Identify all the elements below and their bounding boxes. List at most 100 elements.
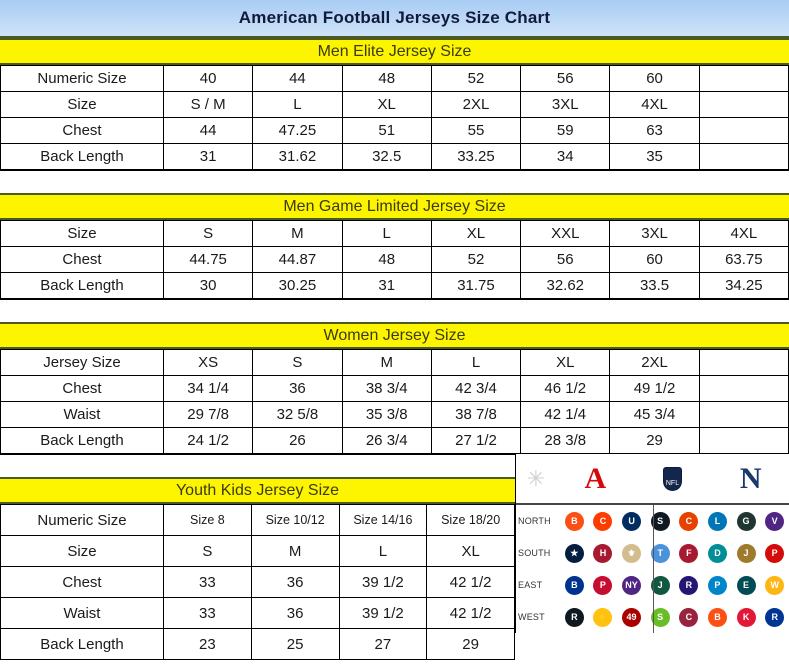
team-logo-icon[interactable]: H [589, 543, 618, 563]
nfl-shield-cell: NFL [634, 466, 712, 491]
table-row: Back Length 23 25 27 29 [0, 628, 515, 660]
section-spacer [0, 454, 515, 477]
table-cell: 42 3/4 [430, 375, 522, 402]
table-cell: 36 [250, 566, 340, 598]
team-logo-icon[interactable]: ⚡ [589, 607, 618, 627]
team-logo-icon[interactable]: NY [617, 575, 646, 595]
team-logo-icon[interactable]: B [560, 511, 589, 531]
row-label: Size [0, 220, 164, 247]
table-cell: XL [430, 220, 522, 247]
team-logo-icon[interactable]: C [675, 607, 704, 627]
team-logo-icon[interactable]: C [675, 511, 704, 531]
table-cell: 45 3/4 [609, 401, 700, 428]
team-logo-icon[interactable]: D [703, 543, 732, 563]
division-label: SOUTH [518, 548, 551, 558]
table-cell: 31.75 [430, 272, 522, 299]
table-row: Back Length 24 1/2 26 26 3/4 27 1/2 28 3/8 29 [0, 427, 789, 454]
team-logo-icon[interactable]: P [703, 575, 732, 595]
team-logo-icon[interactable]: B [703, 607, 732, 627]
team-logo-icon[interactable]: B [560, 575, 589, 595]
afc-logo-cell: A [556, 462, 634, 496]
team-logo-icon[interactable]: F [675, 543, 704, 563]
table-cell: 35 [609, 143, 700, 170]
team-logo-icon[interactable]: J [732, 543, 761, 563]
table-cell-empty [698, 427, 789, 454]
table-cell: 4XL [698, 220, 789, 247]
team-logo-icon[interactable]: 49 [617, 607, 646, 627]
team-logo-icon[interactable]: ⚜ [617, 543, 646, 563]
section-band-label: Men Game Limited Jersey Size [283, 197, 506, 215]
team-logo-icon[interactable]: J [646, 575, 675, 595]
chart-title-bar: American Football Jerseys Size Chart [0, 0, 789, 38]
team-logo-icon[interactable]: R [760, 607, 789, 627]
table-cell: 44 [252, 65, 343, 92]
team-logo-icon[interactable]: T [646, 543, 675, 563]
team-logo-icon[interactable]: L [703, 511, 732, 531]
team-logo-icon[interactable]: U [617, 511, 646, 531]
team-abbr: J [650, 575, 670, 595]
size-sections: Men Elite Jersey Size Numeric Size 40 44 48 5… [0, 38, 789, 454]
table-cell: 29 7/8 [162, 401, 254, 428]
table-cell: 49 1/2 [609, 375, 700, 402]
division-label: NORTH [518, 516, 551, 526]
table-cell: XL [520, 349, 611, 376]
page-title: American Football Jerseys Size Chart [238, 8, 551, 27]
table-cell: 42 1/2 [426, 597, 515, 629]
table-cell: 32.62 [520, 272, 611, 299]
table-cell: 30.25 [252, 272, 343, 299]
team-logo-icon[interactable]: R [675, 575, 704, 595]
table-cell: 38 3/4 [341, 375, 432, 402]
team-logo-icon[interactable]: ★ [560, 543, 589, 563]
table-cell: 51 [341, 117, 432, 144]
team-abbr: L [707, 511, 727, 531]
nfc-logo: N [739, 461, 762, 495]
table-cell: M [250, 535, 340, 567]
team-logo-icon[interactable]: R [560, 607, 589, 627]
table-cell: 31 [341, 272, 432, 299]
team-logo-icon[interactable]: P [589, 575, 618, 595]
team-logo-icon[interactable]: W [760, 575, 789, 595]
team-logo-icon[interactable]: E [732, 575, 761, 595]
section-band: Men Elite Jersey Size [0, 38, 789, 65]
section-band: Men Game Limited Jersey Size [0, 193, 789, 220]
team-logo-icon[interactable]: S [646, 607, 675, 627]
section-spacer [0, 299, 789, 322]
team-logo-icon[interactable]: P [760, 543, 789, 563]
team-abbr: P [707, 575, 727, 595]
section-band-label: Women Jersey Size [323, 326, 466, 344]
division-row: SOUTH ★ H ⚜ T F D J P [516, 537, 789, 569]
section-spacer [0, 170, 789, 193]
row-label: Chest [0, 117, 164, 144]
conference-header-row: ✳ A NFL N [516, 454, 789, 505]
table-cell: 48 [341, 246, 432, 273]
team-abbr: P [765, 543, 785, 563]
table-cell: XL [426, 535, 515, 567]
team-abbr: F [679, 543, 699, 563]
row-label: Waist [0, 401, 164, 428]
table-row: Waist 29 7/8 32 5/8 35 3/8 38 7/8 42 1/4 45 3/… [0, 401, 789, 428]
division-label: WEST [518, 612, 545, 622]
team-logo-icon[interactable]: K [732, 607, 761, 627]
row-label: Chest [0, 246, 164, 273]
size-table: Jersey Size XS S M L XL 2XL Chest 34 1/4 36 38 3/4… [0, 349, 789, 454]
table-cell: 48 [341, 65, 432, 92]
table-cell: 2XL [430, 91, 522, 118]
team-logo-icon[interactable]: G [732, 511, 761, 531]
team-logo-icon[interactable]: V [760, 511, 789, 531]
table-row: Size S M L XL [0, 535, 515, 567]
team-abbr: D [707, 543, 727, 563]
team-logo-icon[interactable]: C [589, 511, 618, 531]
team-abbr: ⚡ [593, 607, 613, 627]
team-abbr: K [736, 607, 756, 627]
table-cell-empty [698, 91, 789, 118]
team-abbr: C [679, 607, 699, 627]
table-row: Numeric Size 40 44 48 52 56 60 [0, 65, 789, 92]
youth-band: Youth Kids Jersey Size [0, 477, 515, 504]
row-label: Waist [0, 597, 164, 629]
table-cell: 33.25 [430, 143, 522, 170]
team-abbr: B [564, 575, 584, 595]
team-logo-icon[interactable]: S [646, 511, 675, 531]
nfl-teams-panel: ✳ A NFL N NORTH B C U S C L G V SOUTH ★ H ⚜ T F D J P EAST… [515, 454, 789, 633]
table-cell: L [252, 91, 343, 118]
table-cell: 28 3/8 [520, 427, 611, 454]
